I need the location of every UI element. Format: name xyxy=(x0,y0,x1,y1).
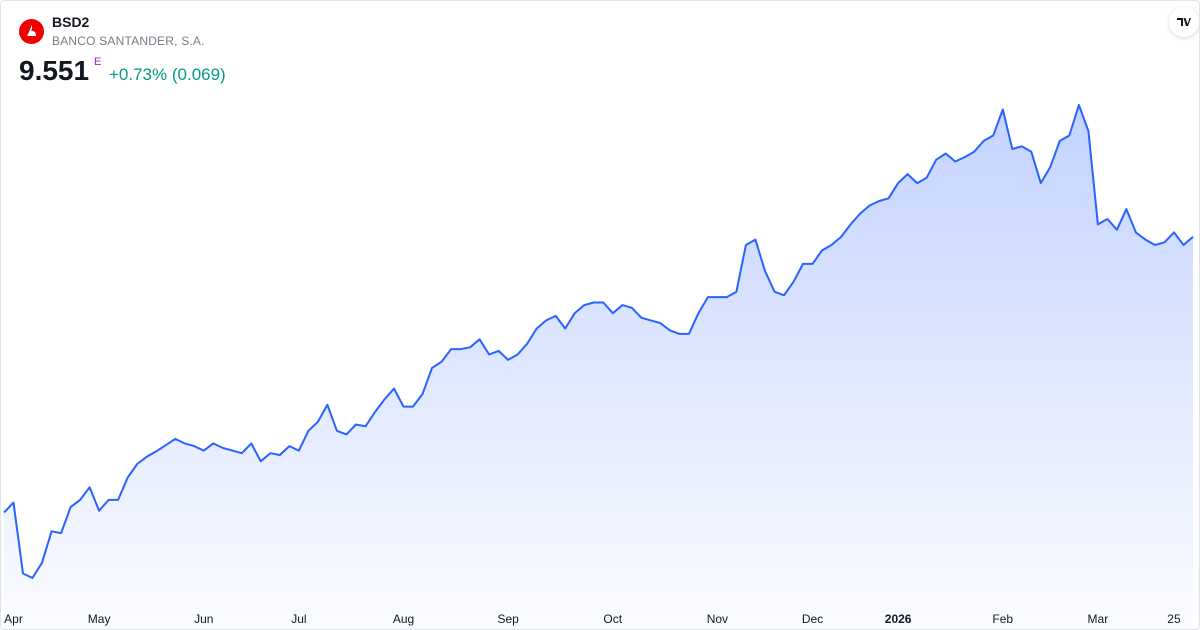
x-tick-label: Apr xyxy=(4,612,23,626)
x-tick-label: Jul xyxy=(291,612,306,626)
x-tick-label: Mar xyxy=(1088,612,1109,626)
symbol: BSD2 xyxy=(52,14,90,30)
tv-icon xyxy=(1177,18,1191,26)
x-tick-label: Feb xyxy=(992,612,1013,626)
logo xyxy=(19,19,44,44)
tradingview-logo[interactable] xyxy=(1169,7,1199,37)
x-tick-label: Aug xyxy=(393,612,414,626)
x-tick-label: Nov xyxy=(707,612,728,626)
company-name: BANCO SANTANDER, S.A. xyxy=(52,34,205,48)
x-tick-label: Jun xyxy=(194,612,213,626)
x-tick-label: Sep xyxy=(497,612,519,626)
x-tick-label: Dec xyxy=(802,612,823,626)
change: +0.73% (0.069) xyxy=(109,65,226,84)
x-tick-label: 2026 xyxy=(885,612,912,626)
x-tick-label: 25 xyxy=(1167,612,1181,626)
price-line xyxy=(3,104,1194,579)
price: 9.551 xyxy=(19,55,90,86)
flag: E xyxy=(94,56,102,68)
area-fill xyxy=(4,105,1193,629)
x-tick-label: May xyxy=(88,612,111,626)
logo-icon xyxy=(27,25,36,36)
x-tick-label: Oct xyxy=(603,612,622,626)
